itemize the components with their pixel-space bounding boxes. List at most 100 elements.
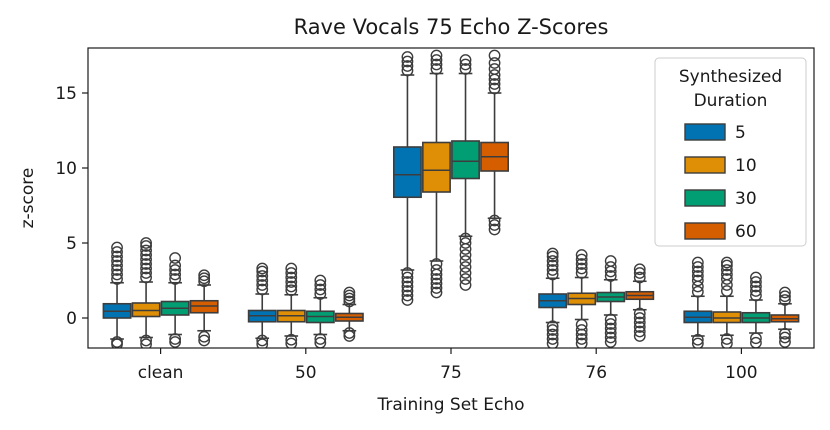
outlier-point	[546, 324, 559, 336]
outlier-point	[459, 249, 472, 261]
outlier-point	[459, 261, 472, 273]
outlier-point	[314, 279, 327, 291]
outlier-point	[198, 269, 211, 282]
outlier-point	[546, 328, 559, 341]
outlier-point	[285, 284, 298, 297]
outlier-point	[633, 271, 646, 284]
outlier-point	[140, 258, 152, 270]
outlier-point	[604, 261, 617, 273]
outlier-point	[720, 337, 733, 348]
y-tick-label: 5	[66, 234, 77, 254]
outlier-point	[750, 271, 762, 284]
outlier-point	[401, 64, 414, 77]
outlier-point	[140, 262, 152, 275]
outlier-point	[401, 289, 414, 302]
outlier-point	[604, 336, 617, 348]
box-60-50	[334, 286, 364, 342]
outlier-point	[691, 274, 704, 287]
legend-entry: 10	[735, 156, 757, 176]
outlier-point	[430, 264, 443, 276]
outlier-point	[140, 253, 152, 266]
outlier-point	[256, 270, 269, 282]
outlier-point	[546, 255, 559, 267]
outlier-point	[256, 334, 269, 347]
outlier-point	[488, 57, 501, 69]
outlier-point	[198, 275, 211, 288]
legend-entry: 60	[735, 222, 757, 242]
outlier-point	[488, 78, 501, 90]
outlier-point	[575, 258, 588, 270]
outlier-point	[343, 292, 356, 305]
outlier-point	[691, 285, 704, 298]
outlier-point	[285, 271, 298, 284]
outlier-point	[633, 316, 646, 329]
outlier-point	[633, 321, 646, 333]
outlier-point	[720, 268, 733, 281]
outlier-point	[575, 337, 588, 348]
outlier-point	[285, 333, 298, 346]
outlier-point	[691, 333, 704, 346]
x-tick-label: 75	[440, 363, 462, 383]
outlier-point	[140, 249, 152, 261]
outlier-point	[430, 49, 443, 62]
outlier-point	[111, 264, 123, 276]
outlier-point	[401, 285, 414, 297]
outlier-point	[285, 337, 298, 348]
outlier-point	[285, 267, 298, 279]
outlier-point	[459, 243, 472, 255]
outlier-point	[488, 214, 501, 227]
outlier-point	[546, 337, 559, 348]
box-30-75	[451, 54, 480, 291]
outlier-point	[720, 285, 733, 297]
box-5-76	[538, 247, 568, 348]
outlier-point	[633, 263, 646, 276]
box-5-100	[683, 256, 713, 348]
outlier-point	[633, 307, 646, 320]
outlier-point	[314, 283, 327, 296]
outlier-point	[488, 49, 501, 62]
legend-swatch	[684, 123, 726, 141]
outlier-point	[401, 51, 414, 63]
legend: Synthesized Duration 5 10 30 60	[654, 57, 807, 247]
box-body	[422, 141, 451, 193]
outlier-point	[575, 253, 588, 266]
box-10-clean	[131, 237, 161, 348]
outlier-point	[720, 256, 733, 269]
outlier-point	[633, 267, 646, 279]
x-tick-label: 100	[725, 363, 757, 383]
outlier-point	[111, 336, 123, 348]
box-30-100	[741, 271, 771, 348]
outlier-point	[575, 267, 588, 279]
outlier-point	[140, 267, 152, 279]
outlier-point	[256, 279, 269, 291]
outlier-point	[343, 289, 356, 302]
outlier-point	[691, 270, 704, 282]
legend-swatch	[684, 189, 726, 207]
outlier-point	[488, 219, 501, 231]
outlier-point	[604, 327, 617, 339]
outlier-point	[111, 273, 123, 285]
outlier-point	[401, 294, 414, 306]
outlier-point	[140, 244, 152, 257]
outlier-point	[546, 333, 559, 345]
legend-title: Synthesized	[679, 67, 782, 87]
chart-title: Rave Vocals 75 Echo Z-Scores	[294, 15, 609, 39]
outlier-point	[604, 331, 617, 344]
outlier-point	[343, 327, 356, 339]
outlier-point	[720, 259, 733, 272]
outlier-point	[256, 265, 269, 278]
outlier-point	[488, 69, 501, 81]
outlier-point	[343, 286, 356, 299]
outlier-point	[140, 240, 152, 252]
outlier-point	[604, 313, 617, 326]
outlier-point	[169, 333, 182, 345]
outlier-point	[111, 250, 123, 263]
outlier-point	[430, 258, 443, 270]
outlier-point	[401, 55, 414, 68]
outlier-point	[750, 289, 762, 302]
outlier-point	[459, 267, 472, 279]
outlier-point	[256, 283, 269, 296]
box-30-clean	[160, 252, 190, 348]
outlier-point	[140, 334, 152, 347]
